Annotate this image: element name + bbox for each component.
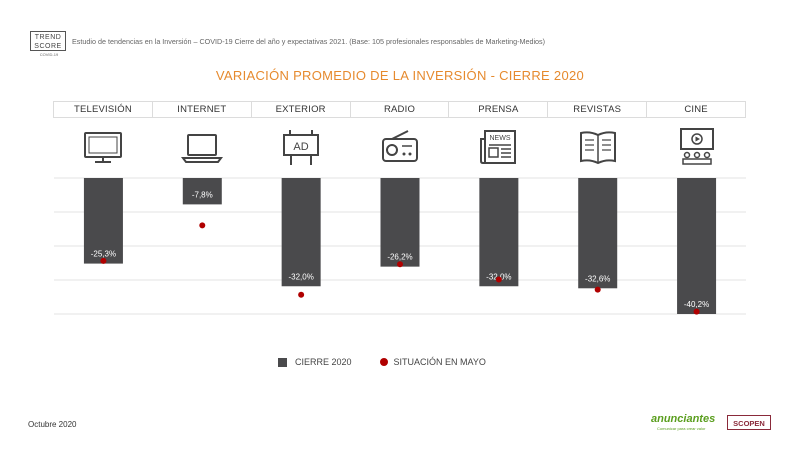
bar bbox=[578, 178, 618, 289]
anunciantes-logo: anunciantes bbox=[651, 413, 716, 425]
laptop-icon bbox=[153, 124, 252, 170]
may-point bbox=[100, 257, 107, 264]
may-point bbox=[693, 308, 700, 315]
data-label: -40,2% bbox=[684, 300, 709, 309]
anunciantes-tagline: Comunicar para crear valor bbox=[657, 426, 706, 431]
may-point bbox=[298, 291, 305, 298]
media-icons: AD NEWS bbox=[54, 124, 746, 170]
category-header: CINE bbox=[646, 101, 747, 118]
radio-icon bbox=[351, 124, 450, 170]
data-label: -26,2% bbox=[387, 253, 412, 262]
newspaper-news-text: NEWS bbox=[489, 135, 510, 142]
bar bbox=[182, 178, 222, 205]
category-header: RADIO bbox=[349, 101, 450, 118]
bar bbox=[281, 178, 321, 287]
category-header: INTERNET bbox=[151, 101, 252, 118]
trend-score-logo: TREND SCORE bbox=[30, 31, 66, 51]
may-point bbox=[199, 222, 206, 229]
legend-swatch-cierre bbox=[278, 357, 287, 367]
newspaper-icon: NEWS bbox=[449, 124, 548, 170]
billboard-icon: AD bbox=[252, 124, 351, 170]
category-header: TELEVISIÓN bbox=[53, 101, 153, 118]
category-header: REVISTAS bbox=[547, 101, 648, 118]
data-label: -32,0% bbox=[288, 272, 313, 281]
category-header: EXTERIOR bbox=[250, 101, 351, 118]
may-point bbox=[495, 276, 502, 283]
cinema-icon bbox=[647, 124, 746, 170]
chart-title: VARIACIÓN PROMEDIO DE LA INVERSIÓN - CIE… bbox=[215, 68, 585, 83]
data-label: -7,8% bbox=[192, 190, 213, 199]
legend-label-cierre: CIERRE 2020 bbox=[295, 357, 352, 367]
scopen-logo: SCOPEN bbox=[727, 415, 771, 430]
category-header: PRENSA bbox=[448, 101, 549, 118]
may-point bbox=[594, 286, 601, 293]
study-description: Estudio de tendencias en la Inversión – … bbox=[72, 37, 546, 46]
logo-line2: SCORE bbox=[34, 43, 62, 50]
footer-date: Octubre 2020 bbox=[28, 420, 77, 429]
data-label: -25,3% bbox=[91, 250, 116, 259]
data-label: -32,0% bbox=[486, 272, 511, 281]
bar bbox=[380, 178, 420, 267]
logo-line1: TREND bbox=[34, 34, 62, 41]
legend-swatch-mayo bbox=[379, 358, 388, 366]
magazine-icon bbox=[548, 124, 647, 170]
category-headers: TELEVISIÓN INTERNET EXTERIOR RADIO PRENS… bbox=[53, 101, 747, 118]
legend: CIERRE 2020 SITUACIÓN EN MAYO bbox=[278, 357, 486, 367]
bar bbox=[83, 178, 123, 264]
logo-sub: COVID-19 bbox=[39, 52, 59, 57]
tv-icon bbox=[54, 124, 153, 170]
bar bbox=[479, 178, 519, 287]
billboard-ad-text: AD bbox=[294, 141, 309, 153]
bar bbox=[677, 178, 717, 314]
legend-label-mayo: SITUACIÓN EN MAYO bbox=[393, 357, 486, 367]
data-label: -32,6% bbox=[585, 274, 610, 283]
may-point bbox=[397, 261, 403, 268]
